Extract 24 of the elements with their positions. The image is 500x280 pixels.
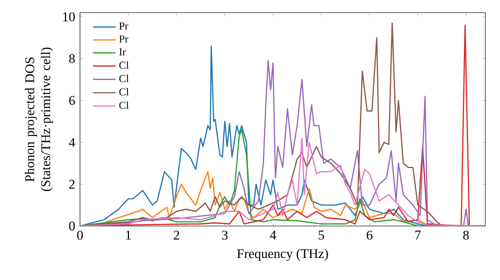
y-tick-label: 4	[68, 138, 76, 147]
x-axis-title: Frequency (THz)	[237, 248, 328, 261]
x-tick-label: 0	[77, 230, 83, 240]
legend-label: Pr	[119, 35, 128, 42]
y-tick-label: 10	[63, 12, 75, 22]
legend-label: Cl	[119, 101, 129, 109]
x-tick-label: 8	[463, 230, 469, 240]
legend-label: Cl	[119, 74, 129, 82]
y-tick-label: 6	[69, 96, 75, 105]
x-tick-label: 5	[318, 230, 324, 240]
y-tick-label: 0	[69, 222, 75, 230]
x-tick-label: 6	[366, 230, 372, 240]
x-tick-label: 4	[270, 230, 276, 240]
x-tick-label: 7	[415, 230, 421, 240]
y-tick-label: 8	[69, 54, 75, 64]
y-axis-title: Phonon projected DOS (States/THz·primitive cell)	[24, 48, 53, 192]
x-tick-label: 1	[126, 230, 131, 240]
legend-label: Cl	[119, 61, 129, 69]
legend-label: Pr	[119, 22, 128, 30]
y-tick-label: 2	[69, 180, 75, 189]
legend-label: Cl	[119, 88, 129, 96]
x-tick-label: 3	[222, 230, 228, 240]
x-tick-label: 2	[174, 230, 180, 240]
legend-label: Ir	[119, 48, 126, 56]
